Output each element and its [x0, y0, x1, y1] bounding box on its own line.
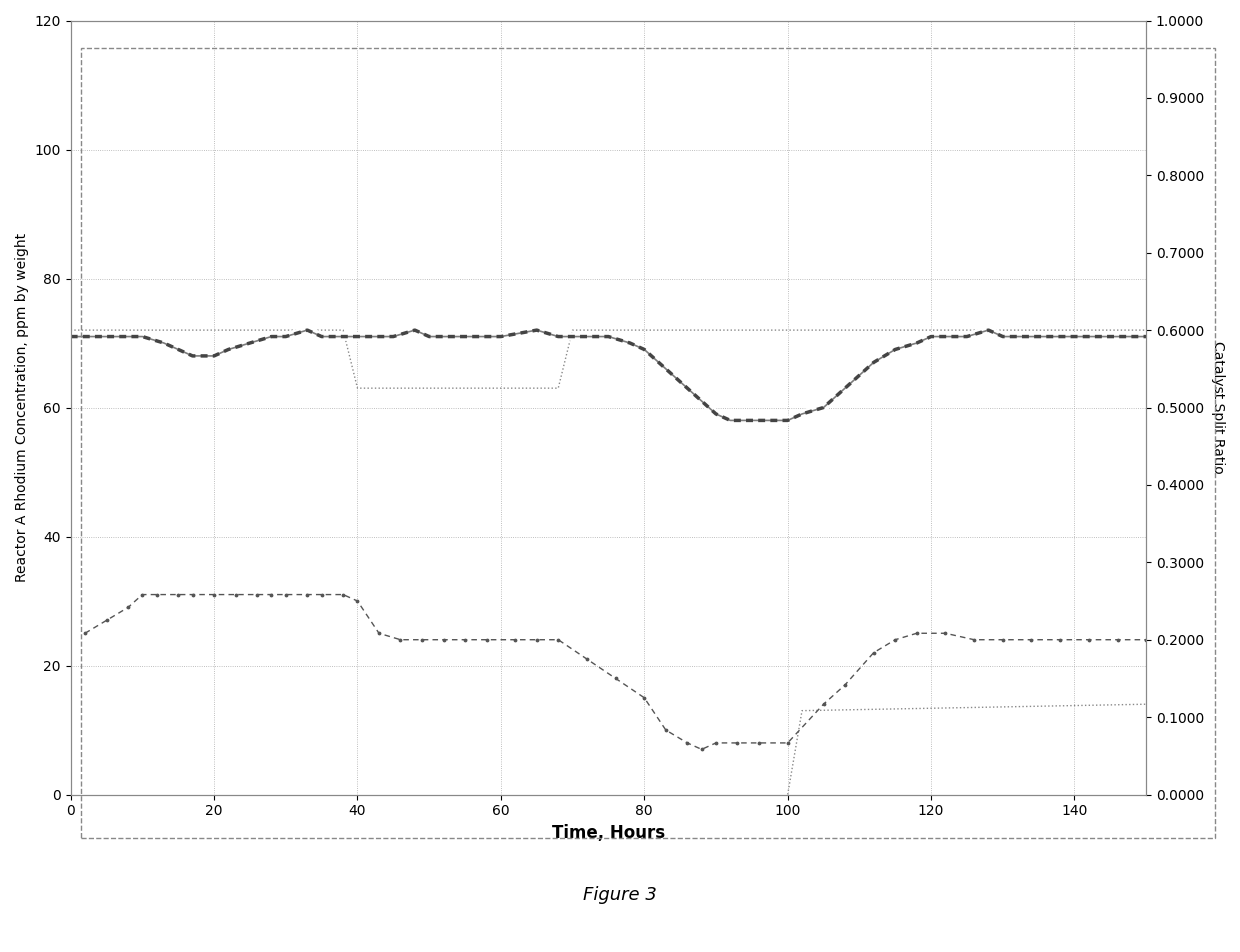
Text: Figure 3: Figure 3 [583, 886, 657, 903]
Y-axis label: Catalyst Split Ratio: Catalyst Split Ratio [1211, 341, 1225, 474]
X-axis label: Time, Hours: Time, Hours [552, 823, 665, 842]
Y-axis label: Reactor A Rhodium Concentration, ppm by weight: Reactor A Rhodium Concentration, ppm by … [15, 233, 29, 582]
